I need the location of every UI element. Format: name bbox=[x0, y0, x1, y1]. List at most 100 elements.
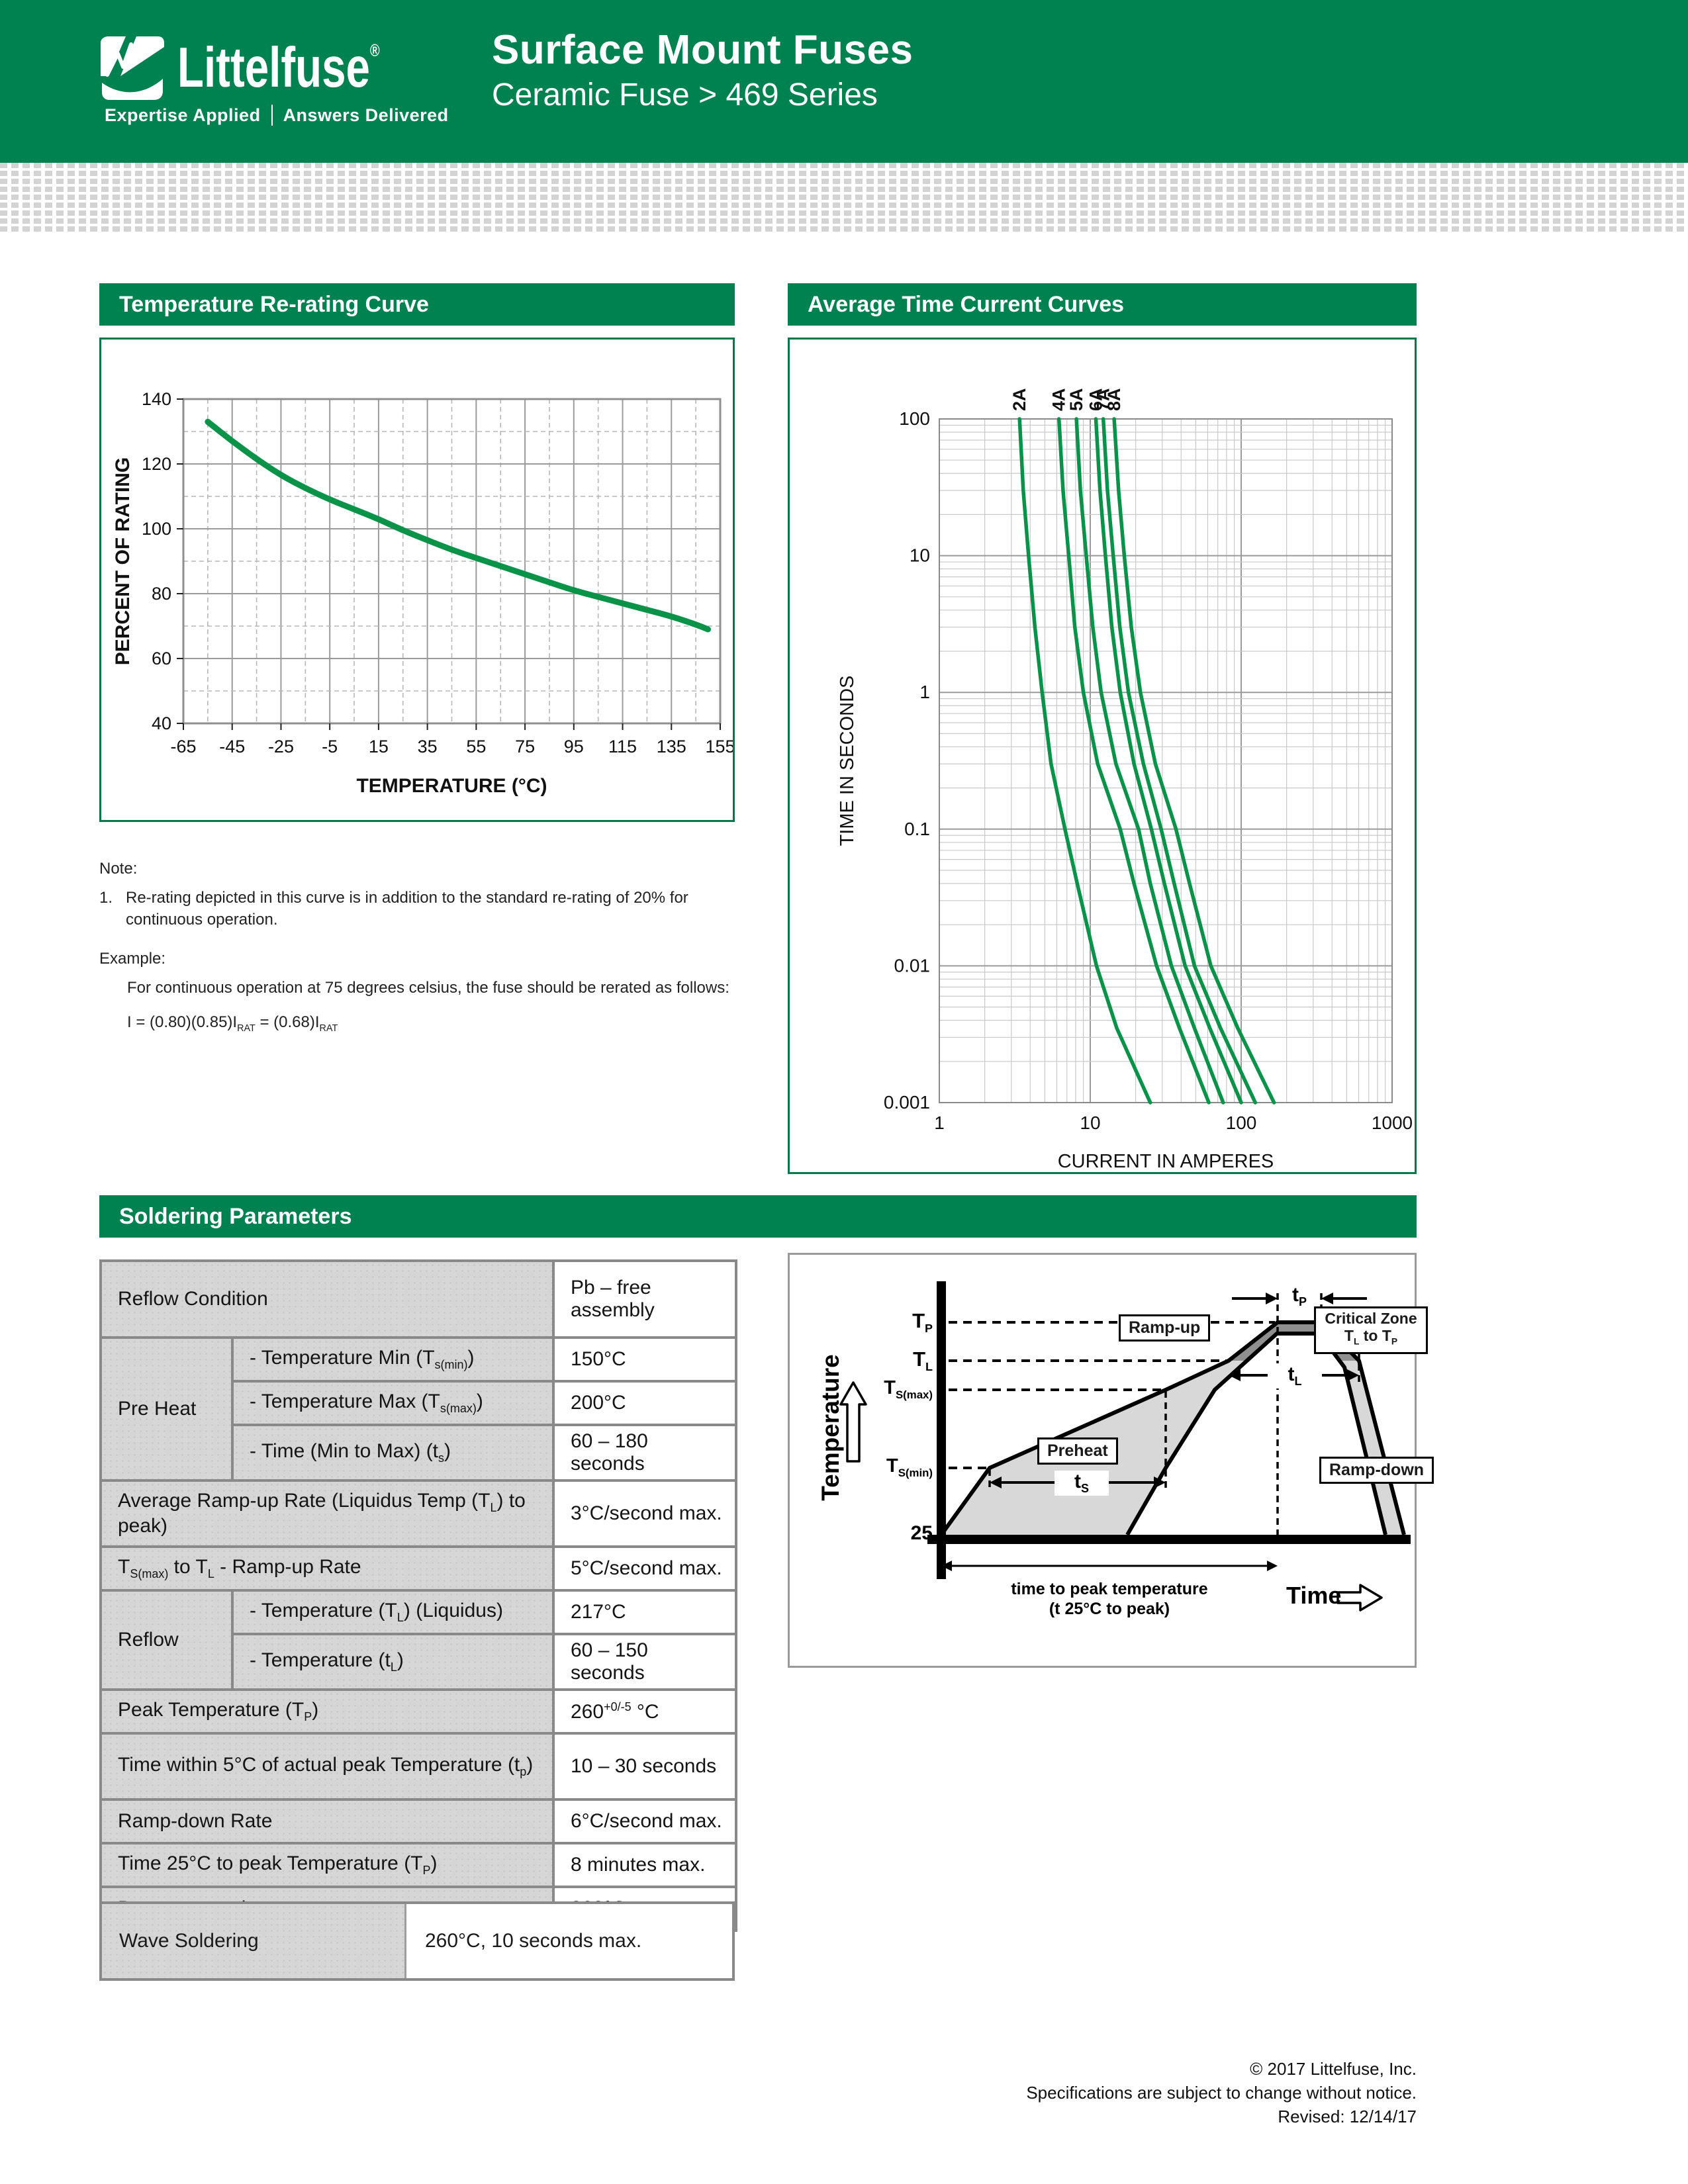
x-tick-label: -45 bbox=[219, 737, 245, 756]
table-row: Ramp-down Rate 6°C/second max. bbox=[99, 1798, 737, 1844]
level-label-tl: TL bbox=[913, 1347, 933, 1374]
label-cell: - Temperature (TL) (Liquidus) bbox=[231, 1589, 555, 1635]
curve-6A bbox=[1094, 417, 1243, 1105]
dashed-vertical-lines bbox=[988, 1293, 1360, 1535]
duration-label-tl: tL bbox=[1268, 1363, 1322, 1388]
section-title-temp-rerating: Temperature Re-rating Curve bbox=[99, 283, 735, 326]
level-label-25: 25 bbox=[910, 1522, 933, 1544]
example-label: Example: bbox=[99, 950, 166, 968]
table-row: - Temperature (tL) 60 – 150 seconds bbox=[101, 1633, 737, 1691]
y-tick-label: 0.01 bbox=[894, 955, 931, 976]
time-right-arrow-icon bbox=[1336, 1584, 1383, 1612]
note-label: Note: bbox=[99, 860, 138, 878]
temp-rerating-chart-box: -65 -45 -25 -5 15 35 55 75 95 115 135 155 40 60 80 100 1… bbox=[99, 338, 735, 822]
curve-label-5A: 5A bbox=[1066, 388, 1086, 411]
temperature-axis-label: Temperature bbox=[817, 1354, 844, 1501]
example-formula: I = (0.80)(0.85)IRAT = (0.68)IRAT bbox=[127, 1013, 338, 1034]
value-cell: 60 – 180 seconds bbox=[552, 1424, 737, 1482]
footer-copyright: © 2017 Littelfuse, Inc. bbox=[1250, 2059, 1417, 2079]
zone-label-ramp-down: Ramp-down bbox=[1319, 1457, 1434, 1484]
value-cell: Pb – free assembly bbox=[552, 1259, 737, 1339]
footer: © 2017 Littelfuse, Inc. Specifications a… bbox=[688, 2057, 1417, 2128]
label-cell: - Temperature Min (Ts(min)) bbox=[231, 1336, 555, 1383]
curve-5A bbox=[1074, 417, 1225, 1105]
table-row: Average Ramp-up Rate (Liquidus Temp (TL)… bbox=[99, 1479, 737, 1548]
critical-zone-line1: Critical Zone bbox=[1325, 1310, 1417, 1327]
value-cell: 10 – 30 seconds bbox=[552, 1732, 737, 1801]
footer-disclaimer: Specifications are subject to change wit… bbox=[1026, 2083, 1417, 2103]
label-cell: Peak Temperature (TP) bbox=[99, 1688, 555, 1735]
table-row: Reflow - Temperature (TL) (Liquidus) 217°C bbox=[99, 1589, 737, 1691]
x-tick-label: 100 bbox=[1226, 1113, 1257, 1133]
level-label-tp: TP bbox=[912, 1309, 933, 1336]
x-tick-label: 135 bbox=[657, 737, 686, 756]
temp-rerating-chart: -65 -45 -25 -5 15 35 55 75 95 115 135 155 40 60 80 100 1… bbox=[112, 389, 735, 797]
table-row: Pre Heat - Temperature Min (Ts(min)) 150°C bbox=[99, 1336, 737, 1482]
x-tick-label: 155 bbox=[705, 737, 733, 756]
label-cell: - Time (Min to Max) (ts) bbox=[231, 1424, 555, 1482]
level-label-tsmin: TS(min) bbox=[886, 1455, 933, 1479]
zone-label-preheat: Preheat bbox=[1037, 1437, 1118, 1465]
value-cell: 150°C bbox=[552, 1336, 737, 1383]
time-to-peak-line1: time to peak temperature bbox=[1011, 1580, 1208, 1598]
curve-label-7A: 7A bbox=[1094, 388, 1113, 411]
brand-wordmark: Littelfuse® bbox=[177, 36, 380, 99]
section-title-soldering: Soldering Parameters bbox=[99, 1195, 1417, 1238]
y-tick-label: 60 bbox=[152, 649, 171, 668]
page-title: Surface Mount Fuses bbox=[492, 27, 914, 73]
x-axis-title: TEMPERATURE (°C) bbox=[356, 775, 547, 797]
duration-label-tp: tP bbox=[1291, 1284, 1307, 1308]
y-tick-label: 140 bbox=[142, 389, 171, 409]
grid bbox=[939, 418, 1393, 1103]
dashed-level-lines bbox=[949, 1321, 1275, 1469]
section-title-time-current: Average Time Current Curves bbox=[788, 283, 1417, 326]
brand-tagline: Expertise Applied Answers Delivered bbox=[105, 105, 449, 126]
halftone-band bbox=[0, 163, 1688, 232]
x-tick-label: 1000 bbox=[1372, 1113, 1413, 1133]
curve-8A bbox=[1112, 417, 1276, 1105]
page-subtitle: Ceramic Fuse > 469 Series bbox=[492, 77, 878, 113]
x-tick-label: 75 bbox=[515, 737, 535, 756]
y-tick-label: 40 bbox=[152, 713, 171, 733]
x-tick-label: 115 bbox=[608, 737, 637, 756]
label-cell: Time within 5°C of actual peak Temperatu… bbox=[99, 1732, 555, 1801]
value-cell: 3°C/second max. bbox=[552, 1479, 737, 1548]
label-cell: Time 25°C to peak Temperature (TP) bbox=[99, 1842, 555, 1888]
label-cell: Average Ramp-up Rate (Liquidus Temp (TL)… bbox=[99, 1479, 555, 1548]
table-row: - Temperature Max (Ts(max)) 200°C bbox=[101, 1380, 737, 1426]
table-row: TS(max) to TL - Ramp-up Rate 5°C/second m… bbox=[99, 1545, 737, 1592]
y-tick-label: 10 bbox=[910, 545, 930, 566]
ticks-and-labels: 1 10 100 1000 100 10 1 0.1 0.01 0.001 bbox=[884, 408, 1413, 1133]
x-tick-label: -25 bbox=[268, 737, 294, 756]
value-cell: 8 minutes max. bbox=[552, 1842, 737, 1888]
littelfuse-logo-icon bbox=[101, 36, 164, 100]
time-to-peak-note: time to peak temperature (t 25°C to peak… bbox=[977, 1579, 1242, 1619]
reflow-profile-diagram: Temperature TP TL TS(max) TS(min) 25 tP … bbox=[788, 1253, 1434, 1668]
x-tick-label: 15 bbox=[369, 737, 389, 756]
label-cell: Ramp-down Rate bbox=[99, 1798, 555, 1844]
y-tick-label: 100 bbox=[899, 408, 930, 429]
group-cell: Reflow bbox=[99, 1589, 234, 1691]
ticks-and-labels: -65 -45 -25 -5 15 35 55 75 95 115 135 155 40 60 80 100 1… bbox=[142, 389, 735, 756]
label-cell: TS(max) to TL - Ramp-up Rate bbox=[99, 1545, 555, 1592]
time-axis-label: Time bbox=[1286, 1582, 1342, 1609]
x-tick-label: 35 bbox=[418, 737, 438, 756]
x-tick-label: 10 bbox=[1080, 1113, 1100, 1133]
soldering-table: Reflow Condition Pb – free assembly Pre He… bbox=[99, 1259, 737, 1932]
table-row: Peak Temperature (TP) 260+0/-5 °C bbox=[99, 1688, 737, 1735]
tagline-left: Expertise Applied bbox=[105, 105, 261, 125]
curve-4A bbox=[1056, 417, 1211, 1105]
curve-label-6A: 6A bbox=[1086, 388, 1106, 411]
note-item-number: 1. bbox=[99, 889, 113, 907]
time-current-chart-box: 1 10 100 1000 100 10 1 0.1 0.01 0.001 2A 4A 5A 6A 7A 8A… bbox=[788, 338, 1417, 1174]
y-axis-bar bbox=[937, 1281, 946, 1579]
time-to-peak-arrow bbox=[941, 1561, 1278, 1571]
upper-profile-line bbox=[939, 1320, 1406, 1536]
x-axis-bar bbox=[927, 1535, 1411, 1544]
zone-label-ramp-up: Ramp-up bbox=[1119, 1314, 1211, 1342]
label-cell: - Temperature Max (Ts(max)) bbox=[231, 1380, 555, 1426]
table-row: Time within 5°C of actual peak Temperatu… bbox=[99, 1732, 737, 1801]
y-tick-label: 1 bbox=[919, 682, 930, 702]
